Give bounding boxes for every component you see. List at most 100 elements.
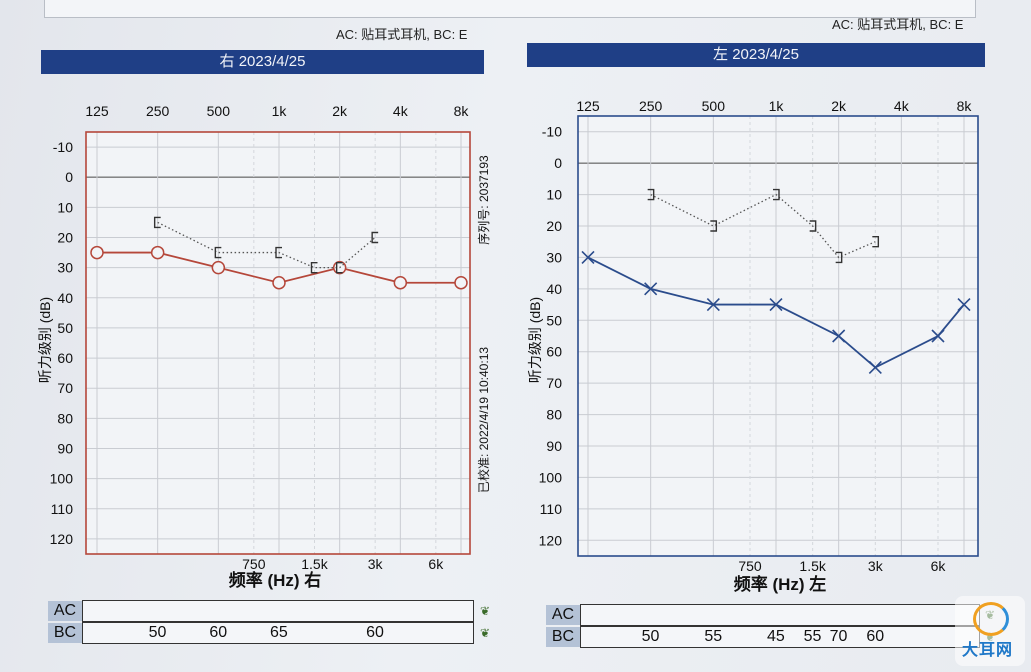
watermark-text: 大耳网 [962,642,1014,659]
y-tick-label: -10 [542,124,562,140]
x-tick-label: 8k [454,103,470,119]
right-bc-label: BC [48,623,82,643]
right-bc-cell [82,622,474,644]
y-tick-label: 120 [539,532,563,548]
ac-x-point [706,298,720,312]
x-tick-label: 8k [957,98,973,114]
ac-x-point [868,360,882,374]
top-strip [44,0,976,18]
x-tick-label: 125 [85,103,109,119]
ac-circle-point [454,275,468,290]
bc-table-value: 50 [148,624,167,641]
leaf-icon: ❦ [480,626,491,640]
x-tick-label: 750 [242,556,266,572]
left-ear-audiogram: 125 250 500 1k 2k 4k 8k 750 1.5k 3k 6k -10 0 10 20 30 40… [527,98,979,594]
bc-bracket-point [214,246,222,259]
bc-bracket-point [647,188,655,201]
y-tick-label: 20 [57,230,73,246]
x-tick-label: 2k [831,98,847,114]
ac-circle-point [393,275,408,290]
bc-table-value: 45 [767,628,785,645]
x-tick-label: 1k [769,98,785,114]
x-tick-label: 125 [576,98,600,114]
right-ac-label: AC [48,601,82,621]
right-ear-audiogram: 125 250 500 1k 2k 4k 8k 750 1.5k 3k 6k -10 0 10 20 30 40… [37,103,491,590]
y-tick-label: 30 [546,249,562,265]
y-tick-label: 100 [539,469,563,485]
bc-table-value: 55 [704,628,723,645]
ac-x-point [832,329,846,343]
y-tick-label: 110 [540,501,563,517]
ac-circle-point [150,245,165,260]
y-tick-label: 10 [546,187,562,203]
y-tick-label: 70 [546,375,562,391]
y-tick-label: 50 [546,312,562,328]
y-tick-label: 10 [57,199,73,215]
bc-bracket-point [275,246,282,259]
bc-bracket-point [872,236,880,248]
series-line-bc [650,193,876,259]
right-ear-header-label: 右 2023/4/25 [219,53,306,70]
x-tick-label: 3k [368,556,384,572]
bc-table-value: 65 [270,624,288,641]
bc-bracket-point [710,220,718,232]
x-tick-label: 1.5k [301,556,328,572]
x-tick-label: 1.5k [799,558,826,574]
plot-frame [85,131,471,555]
y-tick-label: 0 [65,169,73,185]
plot-area [578,116,978,556]
bc-bracket-point [371,231,379,244]
bc-table-value: 60 [366,624,384,641]
plot-frame [577,115,979,557]
bc-bracket-point [835,251,843,264]
ac-x-point [769,298,783,312]
x-tick-label: 4k [393,103,409,119]
left-ac-cell [580,604,980,626]
ac-x-point [957,298,971,312]
x-tick-label: 250 [639,98,663,114]
y-tick-label: 60 [546,344,562,360]
y-axis-label: 听力级别 (dB) [527,297,543,383]
ac-x-point [644,282,658,296]
series-line-bc [157,221,376,269]
x-tick-label: 3k [868,558,884,574]
x-tick-label: 4k [894,98,910,114]
y-tick-label: 120 [50,531,74,547]
bc-table-value: 70 [829,628,848,645]
left-ear-header-label: 左 2023/4/25 [713,46,799,63]
x-axis-label: 频率 (Hz) 左 [734,574,827,594]
y-tick-label: 100 [50,471,74,487]
y-tick-label: 90 [546,438,562,454]
right-ac-cell [82,600,474,622]
bc-table-value: 55 [803,628,822,645]
x-tick-label: 6k [931,558,947,574]
ac-note-right: AC: 贴耳式耳机, BC: E [336,27,468,42]
leaf-icon: ❦ [480,604,491,618]
series-line-ac [587,256,965,369]
bc-bracket-point [809,220,817,232]
y-tick-label: 80 [546,407,562,423]
ac-circle-point [90,245,104,260]
x-tick-label: 750 [738,558,762,574]
ac-circle-point [272,275,286,290]
bc-bracket-point [153,216,161,229]
y-tick-label: 30 [57,260,73,276]
y-tick-label: 50 [57,320,73,336]
left-bc-label: BC [546,627,580,647]
y-tick-label: 40 [57,290,73,306]
ac-x-point [581,250,595,264]
y-tick-label: 20 [546,218,562,234]
y-axis-label: 听力级别 (dB) [37,297,53,383]
x-tick-label: 250 [146,103,170,119]
x-axis-label: 频率 (Hz) 右 [229,570,322,590]
right-ear-header: 右 2023/4/25 [41,50,484,74]
y-tick-label: 70 [57,380,73,396]
bc-bracket-point [335,261,343,274]
y-tick-label: 110 [51,501,74,517]
x-tick-label: 6k [428,556,444,572]
ac-circle-point [211,260,226,275]
y-tick-label: 40 [546,281,562,297]
left-ac-label: AC [546,605,580,625]
ac-x-point [931,329,945,343]
x-tick-label: 500 [207,103,231,119]
